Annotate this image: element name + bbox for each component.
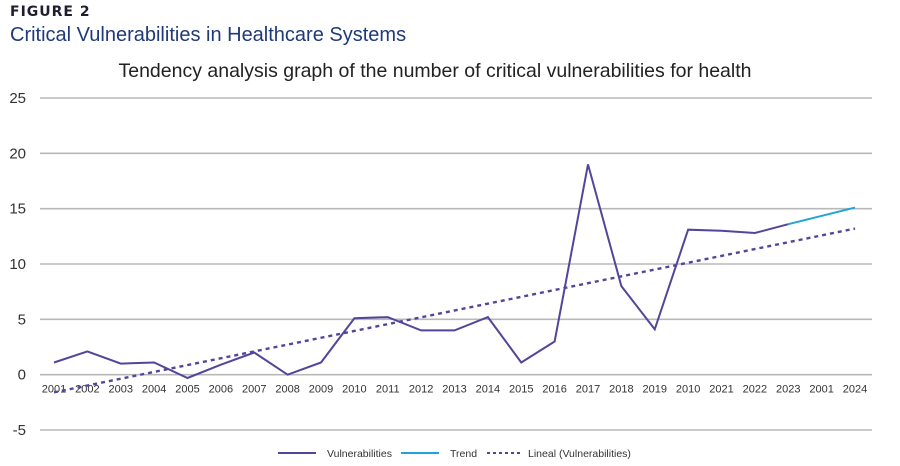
figure-label: FIGURE 2 bbox=[10, 4, 91, 20]
x-tick-label: 2022 bbox=[743, 384, 767, 396]
legend: Vulnerabilities Trend Lineal (Vulnerabil… bbox=[278, 448, 631, 460]
x-tick-label: 2011 bbox=[376, 384, 400, 396]
legend-label-lineal: Lineal (Vulnerabilities) bbox=[528, 448, 631, 460]
x-tick-label: 2010 bbox=[676, 384, 700, 396]
x-tick-label: 2004 bbox=[142, 384, 166, 396]
y-tick-label: 0 bbox=[18, 367, 26, 384]
series-trend-line bbox=[788, 206, 856, 226]
series bbox=[53, 164, 856, 394]
y-tick-label: 10 bbox=[9, 256, 26, 273]
x-tick-label: 2018 bbox=[609, 384, 633, 396]
x-tick-label: 2023 bbox=[776, 384, 800, 396]
chart-title: Tendency analysis graph of the number of… bbox=[118, 60, 751, 82]
x-tick-label: 2012 bbox=[409, 384, 433, 396]
x-tick-label: 2010 bbox=[342, 384, 366, 396]
y-axis-ticks: 25 20 15 10 5 0 -5 bbox=[9, 90, 26, 439]
legend-label-trend: Trend bbox=[450, 448, 477, 460]
x-tick-label: 2008 bbox=[275, 384, 299, 396]
x-axis-ticks: 2001 2002 2003 2004 2005 2006 2007 2008 2009 2010… bbox=[42, 384, 867, 396]
figure-title: Critical Vulnerabilities in Healthcare S… bbox=[10, 24, 407, 46]
y-tick-label: 20 bbox=[9, 145, 26, 162]
x-tick-label: 2024 bbox=[843, 384, 867, 396]
y-tick-label: 5 bbox=[18, 311, 26, 328]
x-tick-label: 2007 bbox=[242, 384, 266, 396]
x-tick-label: 2005 bbox=[175, 384, 199, 396]
y-tick-label: 15 bbox=[9, 201, 26, 218]
x-tick-label: 2009 bbox=[309, 384, 333, 396]
legend-item-lineal[interactable]: Lineal (Vulnerabilities) bbox=[487, 448, 631, 460]
series-vulnerabilities-line bbox=[53, 164, 789, 380]
y-tick-label: 25 bbox=[9, 90, 26, 107]
x-tick-label: 2001 bbox=[42, 384, 66, 396]
x-tick-label: 2017 bbox=[576, 384, 600, 396]
x-tick-label: 2014 bbox=[476, 384, 500, 396]
x-tick-label: 2019 bbox=[643, 384, 667, 396]
x-tick-label: 2021 bbox=[709, 384, 733, 396]
y-tick-label: -5 bbox=[13, 422, 26, 439]
legend-label-vulnerabilities: Vulnerabilities bbox=[327, 448, 392, 460]
x-tick-label: 2001 bbox=[809, 384, 833, 396]
x-tick-label: 2013 bbox=[442, 384, 466, 396]
gridlines bbox=[40, 97, 872, 431]
x-tick-label: 2015 bbox=[509, 384, 533, 396]
x-tick-label: 2003 bbox=[109, 384, 133, 396]
legend-item-trend[interactable]: Trend bbox=[401, 448, 477, 460]
legend-item-vulnerabilities[interactable]: Vulnerabilities bbox=[278, 448, 392, 460]
series-lineal-line bbox=[53, 227, 856, 394]
x-tick-label: 2006 bbox=[209, 384, 233, 396]
x-tick-label: 2016 bbox=[542, 384, 566, 396]
